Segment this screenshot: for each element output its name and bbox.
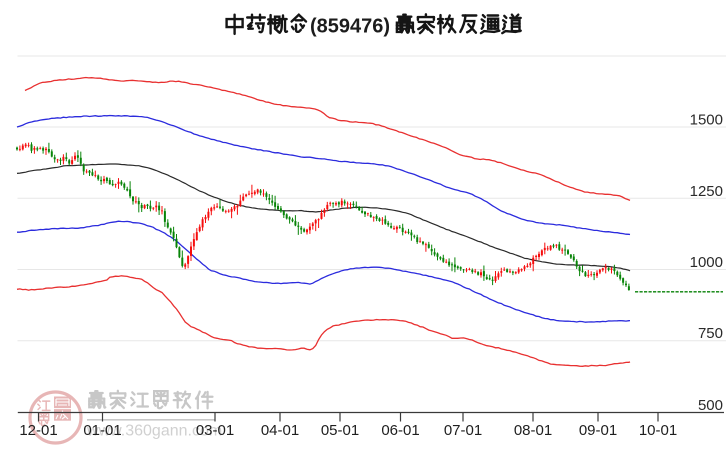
svg-text:08-01: 08-01 [514, 422, 552, 439]
svg-text:12-01: 12-01 [19, 422, 57, 439]
svg-text:(859476): (859476) [310, 15, 390, 37]
svg-text:10-01: 10-01 [639, 422, 677, 439]
svg-text:05-01: 05-01 [321, 422, 359, 439]
svg-text:07-01: 07-01 [444, 422, 482, 439]
svg-text:01-01: 01-01 [83, 422, 121, 439]
svg-text:500: 500 [698, 397, 723, 414]
svg-text:03-01: 03-01 [196, 422, 234, 439]
svg-text:www.360gann.com: www.360gann.com [86, 423, 222, 440]
svg-text:09-01: 09-01 [579, 422, 617, 439]
svg-text:750: 750 [698, 325, 723, 342]
svg-text:1000: 1000 [690, 254, 723, 271]
svg-text:04-01: 04-01 [261, 422, 299, 439]
svg-text:1500: 1500 [690, 112, 723, 129]
svg-text:06-01: 06-01 [381, 422, 419, 439]
svg-text:1250: 1250 [690, 183, 723, 200]
